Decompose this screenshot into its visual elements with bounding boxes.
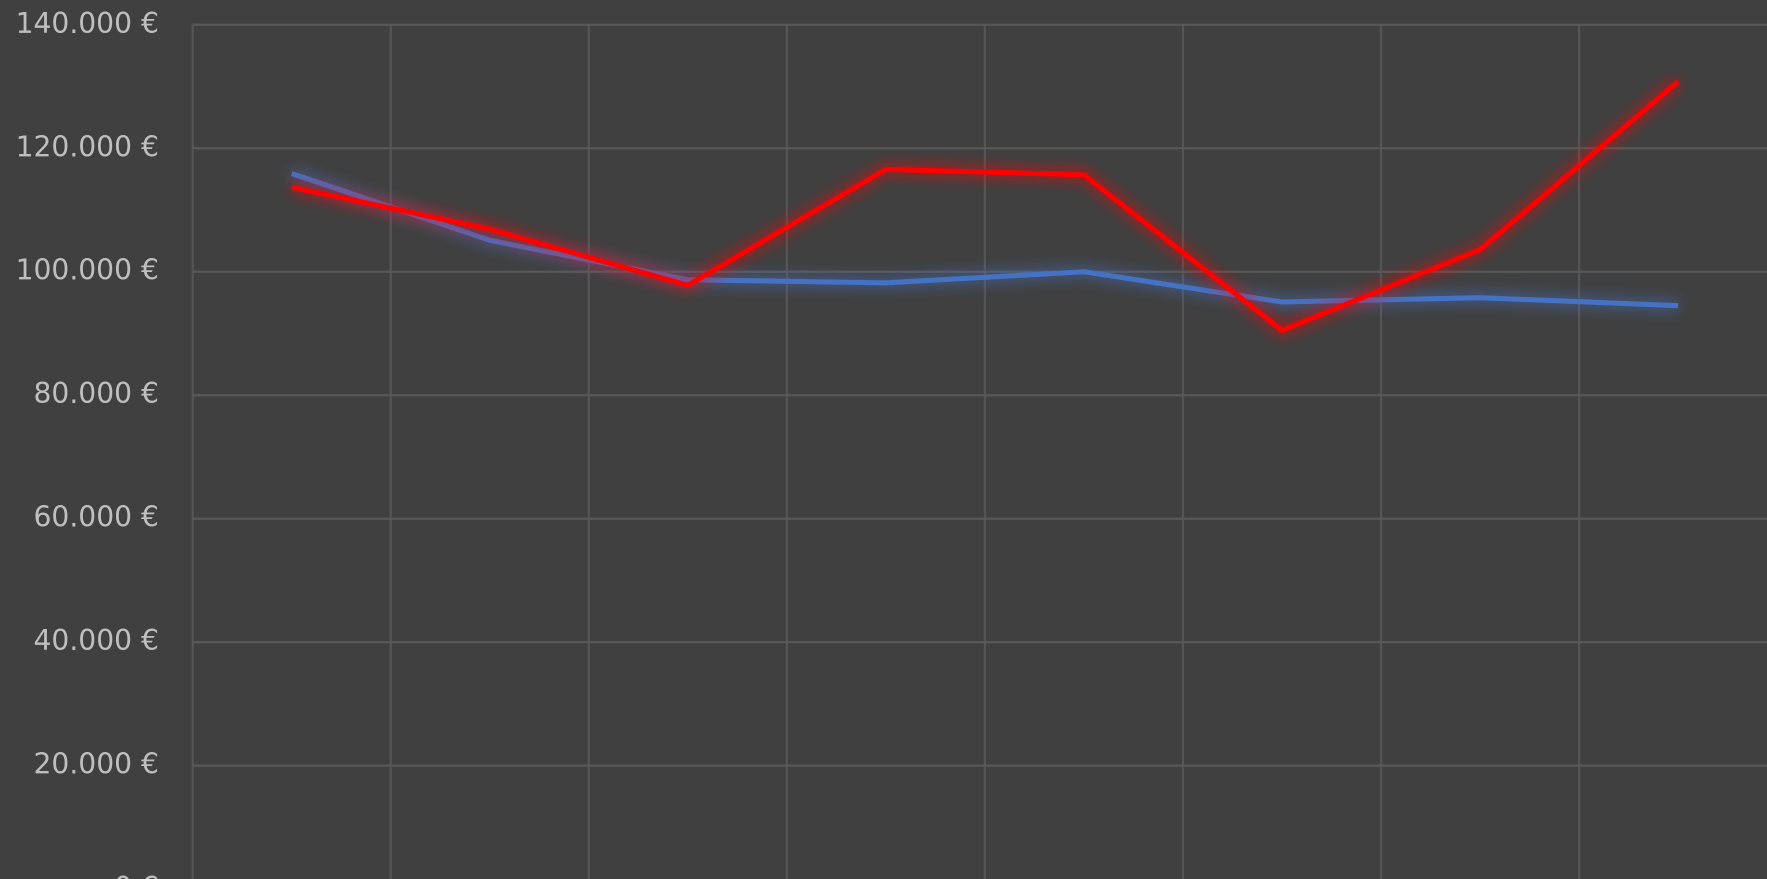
y-tick-label: 140.000 €	[16, 7, 159, 40]
y-tick-label: 100.000 €	[16, 254, 159, 287]
y-tick-label: 40.000 €	[34, 624, 159, 657]
y-tick-label: 60.000 €	[34, 501, 159, 534]
y-tick-label: 80.000 €	[34, 377, 159, 410]
y-tick-label: 120.000 €	[16, 130, 159, 163]
line	[290, 171, 1679, 309]
line	[291, 79, 1680, 333]
y-tick-label: 20.000 €	[34, 748, 159, 781]
y-tick-label: 0 €	[114, 871, 159, 879]
